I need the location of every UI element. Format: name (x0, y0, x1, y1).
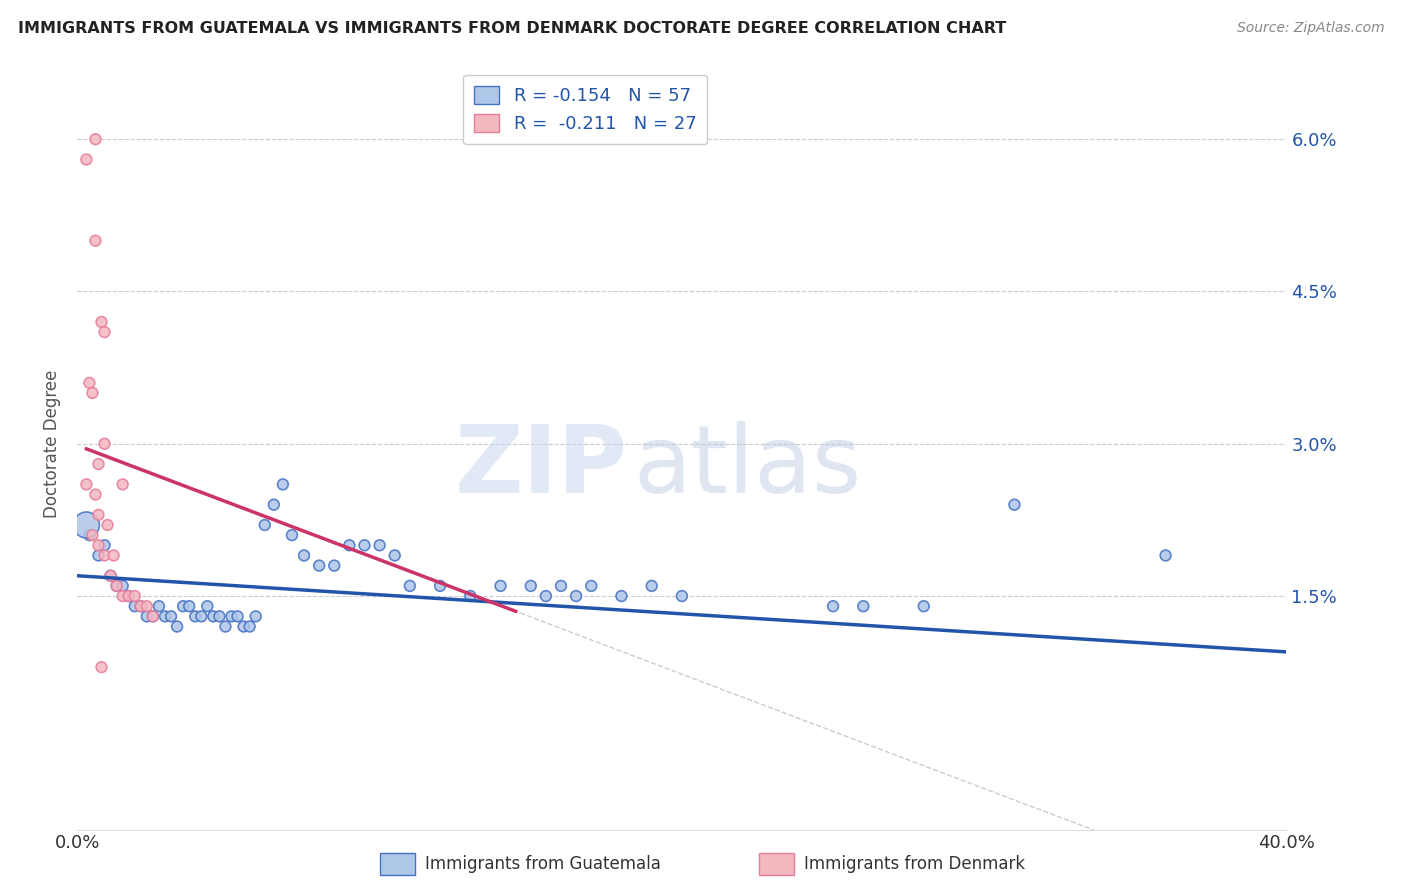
Point (208, 609, 231, 624)
Point (93, 549, 115, 563)
Point (292, 549, 315, 563)
Point (79, 528, 101, 542)
Text: IMMIGRANTS FROM GUATEMALA VS IMMIGRANTS FROM DENMARK DOCTORATE DEGREE CORRELATIO: IMMIGRANTS FROM GUATEMALA VS IMMIGRANTS … (18, 21, 1007, 36)
Point (84, 132, 107, 146)
Y-axis label: Doctorate Degree: Doctorate Degree (44, 369, 62, 518)
Text: Immigrants from Denmark: Immigrants from Denmark (804, 855, 1025, 872)
Point (1154, 549, 1177, 563)
Point (534, 589, 557, 603)
Point (671, 589, 693, 603)
Point (384, 549, 406, 563)
Point (184, 609, 207, 624)
Point (87, 549, 110, 563)
Point (323, 558, 346, 573)
Point (245, 609, 267, 624)
Point (96, 518, 118, 533)
Point (129, 599, 152, 614)
Point (214, 619, 236, 633)
Point (202, 609, 225, 624)
Point (263, 498, 285, 512)
Point (153, 609, 176, 624)
Point (308, 558, 330, 573)
Point (124, 599, 146, 614)
Point (82, 386, 104, 401)
Point (129, 599, 152, 614)
Point (610, 589, 633, 603)
Point (103, 549, 125, 563)
Point (912, 599, 935, 614)
Point (87, 538, 110, 552)
Point (399, 579, 422, 593)
Point (1004, 498, 1026, 512)
Point (271, 477, 294, 491)
Point (489, 579, 512, 593)
FancyBboxPatch shape (759, 853, 794, 875)
Point (641, 579, 664, 593)
Point (105, 579, 128, 593)
Point (429, 579, 451, 593)
Point (232, 619, 254, 633)
Point (84, 487, 107, 501)
Point (520, 579, 543, 593)
Point (75, 518, 97, 533)
Point (75, 153, 97, 167)
Point (93, 538, 115, 552)
Point (124, 589, 146, 603)
Point (118, 589, 141, 603)
Point (111, 589, 134, 603)
Point (368, 538, 391, 552)
Point (79, 376, 101, 390)
Point (253, 518, 276, 533)
Point (179, 599, 201, 614)
Point (82, 528, 104, 542)
Point (221, 609, 243, 624)
Point (821, 599, 844, 614)
Point (195, 599, 218, 614)
Point (281, 528, 304, 542)
Legend: R = -0.154   N = 57, R =  -0.211   N = 27: R = -0.154 N = 57, R = -0.211 N = 27 (463, 75, 707, 145)
Point (142, 609, 165, 624)
Point (353, 538, 375, 552)
Text: Immigrants from Guatemala: Immigrants from Guatemala (425, 855, 661, 872)
Point (75, 477, 97, 491)
Point (166, 619, 188, 633)
Point (581, 579, 603, 593)
Point (100, 568, 122, 582)
Text: atlas: atlas (634, 421, 862, 513)
Point (111, 477, 134, 491)
Point (458, 589, 481, 603)
Point (111, 579, 134, 593)
Point (565, 589, 588, 603)
Point (135, 599, 157, 614)
Point (172, 599, 194, 614)
Point (190, 609, 212, 624)
Point (105, 579, 128, 593)
Point (100, 568, 122, 582)
Point (337, 538, 360, 552)
Point (93, 325, 115, 339)
Point (239, 619, 262, 633)
Point (148, 599, 170, 614)
Point (852, 599, 875, 614)
FancyBboxPatch shape (380, 853, 415, 875)
Point (142, 609, 165, 624)
Point (90, 660, 112, 674)
Text: ZIP: ZIP (454, 421, 627, 513)
Point (93, 437, 115, 451)
Point (90, 315, 112, 329)
Point (118, 589, 141, 603)
Point (87, 457, 110, 471)
Point (87, 508, 110, 522)
Point (135, 609, 157, 624)
Point (160, 609, 183, 624)
Point (226, 609, 249, 624)
Point (550, 579, 572, 593)
Text: Source: ZipAtlas.com: Source: ZipAtlas.com (1237, 21, 1385, 35)
Point (84, 234, 107, 248)
